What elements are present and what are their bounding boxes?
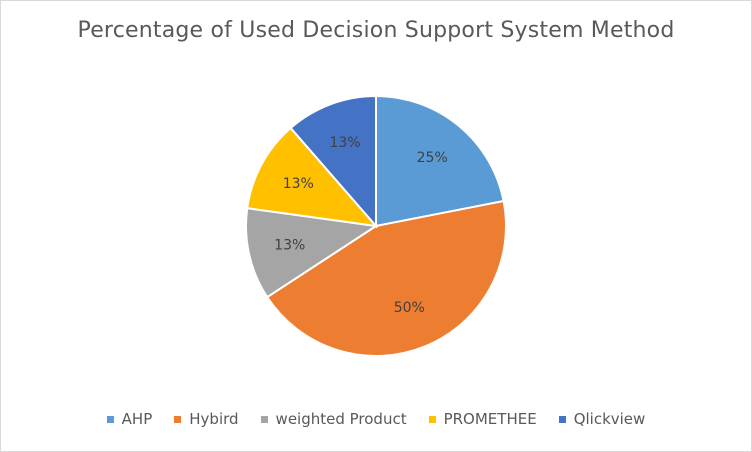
legend-swatch-hybird bbox=[174, 415, 182, 423]
legend-swatch-weighted-product bbox=[260, 415, 268, 423]
legend-item-ahp: AHP bbox=[106, 410, 153, 428]
pie-slice-weighted-product bbox=[245, 207, 379, 299]
legend-swatch-ahp bbox=[106, 415, 114, 423]
data-label-hybird: 50% bbox=[394, 300, 425, 316]
legend-item-promethee: PROMETHEE bbox=[428, 410, 537, 428]
pie-slice-hybird bbox=[265, 199, 507, 357]
legend-label-hybird: Hybird bbox=[189, 410, 239, 428]
legend-label-weighted-product: weighted Product bbox=[275, 410, 407, 428]
data-label-qlickview: 13% bbox=[329, 135, 360, 151]
chart-legend: AHP Hybird weighted Product PROMETHEE Qlickv… bbox=[0, 410, 752, 428]
pie-slice-ahp bbox=[375, 94, 505, 228]
legend-swatch-qlickview bbox=[558, 415, 566, 423]
data-label-weighted-product: 13% bbox=[274, 237, 305, 253]
legend-label-ahp: AHP bbox=[121, 410, 153, 428]
legend-item-qlickview: Qlickview bbox=[558, 410, 646, 428]
legend-item-hybird: Hybird bbox=[174, 410, 239, 428]
legend-label-promethee: PROMETHEE bbox=[443, 410, 537, 428]
pie-slice-qlickview bbox=[289, 94, 377, 229]
data-label-ahp: 25% bbox=[417, 150, 448, 166]
legend-swatch-promethee bbox=[428, 415, 436, 423]
legend-item-weighted-product: weighted Product bbox=[260, 410, 407, 428]
data-label-promethee: 13% bbox=[283, 176, 314, 192]
legend-label-qlickview: Qlickview bbox=[573, 410, 646, 428]
pie-slice-promethee bbox=[246, 126, 379, 228]
chart-title: Percentage of Used Decision Support Syst… bbox=[77, 18, 675, 43]
